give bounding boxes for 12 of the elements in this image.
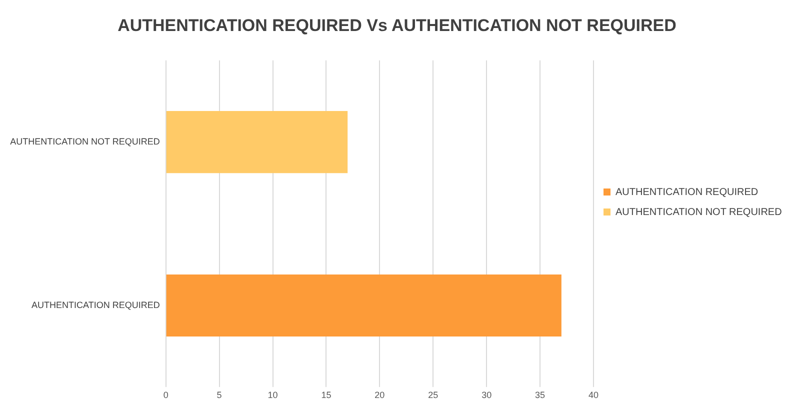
x-tick-label: 15 — [321, 390, 332, 400]
x-tick-label: 35 — [535, 390, 546, 400]
x-tick-label: 30 — [482, 390, 492, 400]
legend-label: AUTHENTICATION NOT REQUIRED — [616, 206, 782, 218]
x-tick-label: 20 — [374, 390, 385, 400]
x-tick-label: 25 — [428, 390, 438, 400]
legend-label: AUTHENTICATION REQUIRED — [616, 186, 758, 198]
x-tick-label: 5 — [216, 390, 222, 400]
x-tick-label: 0 — [163, 390, 168, 400]
x-tick-label: 40 — [588, 390, 599, 400]
chart-title: AUTHENTICATION REQUIRED Vs AUTHENTICATION NOT REQUIRED — [118, 16, 676, 35]
x-tick-label: 10 — [268, 390, 278, 400]
